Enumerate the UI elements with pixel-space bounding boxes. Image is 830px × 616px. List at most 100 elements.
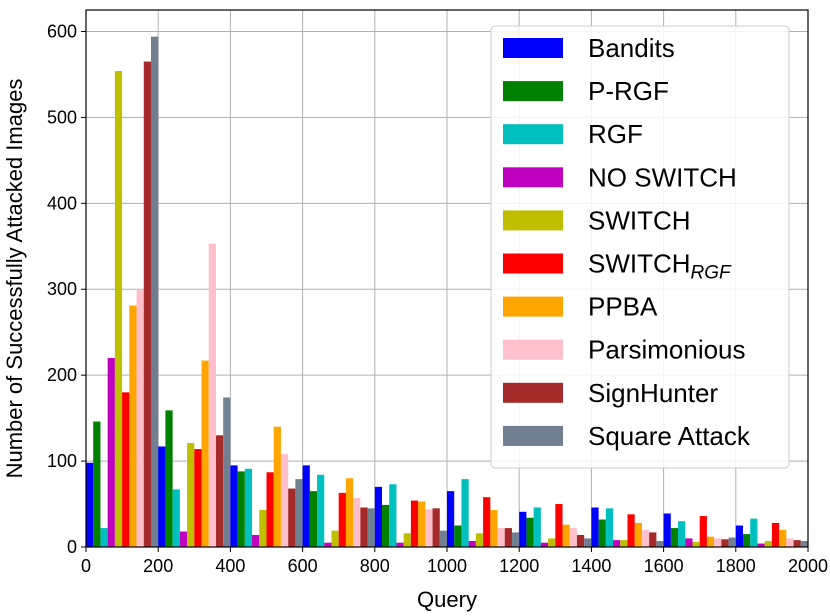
bar <box>230 465 238 547</box>
bar <box>295 479 303 547</box>
bar <box>490 510 498 547</box>
legend: Bandits P-RGF RGF NO SWITCH SWITCH SWITCHRGF P… <box>490 25 790 469</box>
bar <box>129 305 137 547</box>
bar <box>497 528 505 547</box>
bar <box>201 360 209 547</box>
bar <box>252 534 260 547</box>
legend-swatch <box>503 296 563 317</box>
y-tick-label: 300 <box>47 279 77 299</box>
bar <box>800 540 808 547</box>
x-tick-label: 400 <box>215 556 245 576</box>
bar <box>187 443 195 547</box>
bar <box>410 500 419 547</box>
bar <box>179 531 188 547</box>
bar <box>540 542 549 547</box>
legend-label: NO SWITCH <box>588 162 737 192</box>
legend-label: RGF <box>588 119 643 149</box>
bar <box>649 532 657 547</box>
legend-label: Square Attack <box>588 421 751 451</box>
bar <box>439 530 447 547</box>
bar <box>150 36 159 548</box>
bar <box>86 462 94 547</box>
y-tick-label: 200 <box>47 365 77 385</box>
bar <box>122 392 130 547</box>
legend-swatch <box>503 38 563 58</box>
bars <box>86 36 808 548</box>
bar <box>605 508 614 547</box>
bar <box>771 522 780 547</box>
legend-swatch <box>503 81 563 102</box>
bar <box>793 540 801 547</box>
bar <box>483 497 491 547</box>
x-tick-label: 1000 <box>427 556 467 576</box>
x-tick-label: 1200 <box>499 556 539 576</box>
bar <box>562 524 570 547</box>
bar <box>100 528 108 547</box>
y-tick-label: 600 <box>47 21 77 41</box>
bar <box>324 542 332 547</box>
x-tick-label: 1400 <box>571 556 611 576</box>
bar <box>576 534 585 547</box>
legend-label: P-RGF <box>588 76 669 106</box>
bar <box>757 543 765 547</box>
y-tick-label: 500 <box>47 107 77 127</box>
bar <box>461 479 469 547</box>
bar <box>223 397 231 547</box>
bar <box>475 533 484 547</box>
x-tick-label: 1800 <box>716 556 756 576</box>
bar <box>613 540 621 547</box>
bar <box>735 525 744 547</box>
legend-swatch <box>503 210 563 231</box>
bar <box>786 538 794 547</box>
legend-swatch <box>503 124 563 145</box>
bar <box>280 454 289 547</box>
bar <box>309 491 318 547</box>
bar <box>302 465 310 547</box>
legend-swatch <box>503 339 563 360</box>
x-axis-ticks: 0 200 400 600 800 1000 1200 1400 1600 1800 2000 <box>81 547 828 576</box>
bar <box>706 536 715 547</box>
y-tick-label: 100 <box>47 451 77 471</box>
bar <box>504 528 512 547</box>
bar <box>779 529 787 547</box>
bar <box>353 498 361 547</box>
bar <box>447 491 455 547</box>
bar <box>468 540 476 547</box>
legend-swatch <box>503 253 563 274</box>
bar <box>425 509 433 547</box>
bar <box>165 410 173 547</box>
bar <box>215 435 224 547</box>
bar <box>194 449 202 547</box>
bar <box>519 511 527 547</box>
bar <box>591 507 599 547</box>
legend-swatch <box>503 167 563 188</box>
bar <box>403 533 411 547</box>
x-tick-label: 2000 <box>788 556 828 576</box>
y-tick-label: 0 <box>67 537 77 557</box>
bar <box>107 357 115 547</box>
bar <box>714 538 722 547</box>
bar <box>172 489 180 547</box>
y-axis-ticks: 0 100 200 300 400 500 600 <box>47 21 86 557</box>
bar <box>533 507 541 547</box>
bar <box>454 525 462 547</box>
x-tick-label: 200 <box>143 556 173 576</box>
legend-swatch <box>503 425 563 446</box>
bar <box>396 542 404 547</box>
bar <box>208 243 216 547</box>
bar <box>389 484 397 547</box>
bar <box>511 532 520 547</box>
bar <box>259 510 267 547</box>
bar <box>143 61 151 547</box>
bar <box>237 471 245 547</box>
bar <box>627 514 635 547</box>
bar <box>526 517 534 547</box>
bar <box>382 504 390 547</box>
x-tick-label: 1600 <box>644 556 684 576</box>
bar <box>634 522 642 547</box>
bar <box>374 486 383 547</box>
bar <box>432 508 440 547</box>
bar <box>266 472 274 547</box>
x-tick-label: 800 <box>360 556 390 576</box>
